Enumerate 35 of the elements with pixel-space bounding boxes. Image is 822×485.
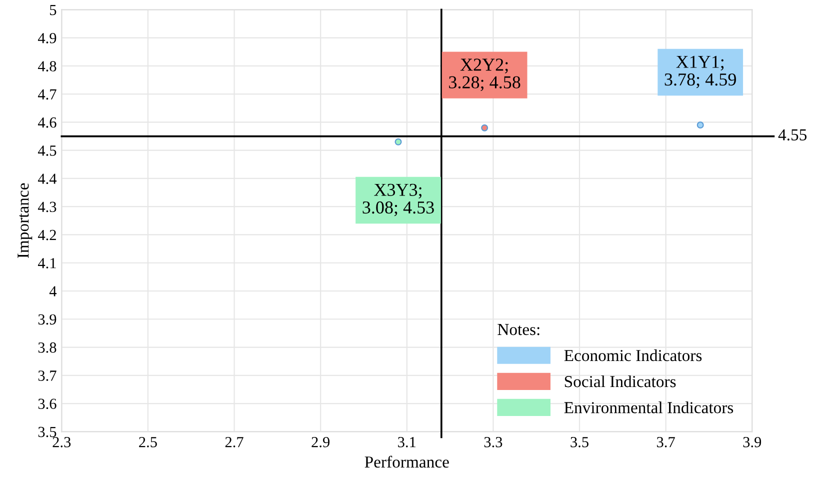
y-tick-label: 4.7 bbox=[38, 89, 56, 100]
y-tick-label: 4.1 bbox=[38, 258, 56, 268]
x-tick-label: 2.9 bbox=[312, 436, 330, 448]
y-tick-label: 3.6 bbox=[38, 398, 56, 410]
legend-label: Environmental Indicators bbox=[564, 402, 734, 414]
x-tick-label: 3.3 bbox=[484, 436, 502, 448]
x-tick-label: 3.1 bbox=[398, 436, 416, 448]
y-axis-title: Importance bbox=[18, 183, 32, 258]
y-tick-label: 4.6 bbox=[38, 117, 56, 128]
x-tick-label: 2.7 bbox=[225, 436, 244, 448]
legend-label: Economic Indicators bbox=[564, 349, 702, 362]
y-tick-label: 4.2 bbox=[38, 230, 56, 240]
y-tick-label: 4.4 bbox=[38, 174, 57, 184]
legend-label: Social Indicators bbox=[564, 375, 676, 388]
y-tick-label: 3.9 bbox=[38, 314, 56, 325]
annotation: X1Y1; 3.78; 4.59 bbox=[664, 56, 736, 88]
x-tick-label: 3.7 bbox=[657, 436, 675, 448]
legend-title: Notes: bbox=[498, 324, 540, 336]
y-tick-label: 3.8 bbox=[38, 342, 56, 353]
y-tick-label: 4.3 bbox=[38, 202, 56, 212]
ref-line-label: 4.55 bbox=[778, 129, 807, 141]
y-tick-label: 4.8 bbox=[38, 61, 56, 72]
annotation: X2Y2; 3.28; 4.58 bbox=[449, 58, 520, 91]
x-tick-label: 3.5 bbox=[570, 436, 588, 448]
y-tick-label: 3.7 bbox=[38, 370, 56, 381]
x-tick-label: 2.5 bbox=[139, 436, 157, 448]
annotation: X3Y3; 3.08; 4.53 bbox=[362, 184, 434, 216]
y-tick-label: 5 bbox=[50, 4, 56, 16]
x-axis-title: Performance bbox=[364, 456, 449, 468]
y-tick-label: 3.5 bbox=[38, 426, 56, 438]
y-tick-label: 4.5 bbox=[38, 146, 56, 156]
y-tick-label: 4 bbox=[49, 286, 57, 296]
y-tick-label: 4.9 bbox=[38, 33, 56, 44]
x-tick-label: 3.9 bbox=[743, 436, 762, 448]
x-tick-label: 2.3 bbox=[52, 436, 71, 448]
